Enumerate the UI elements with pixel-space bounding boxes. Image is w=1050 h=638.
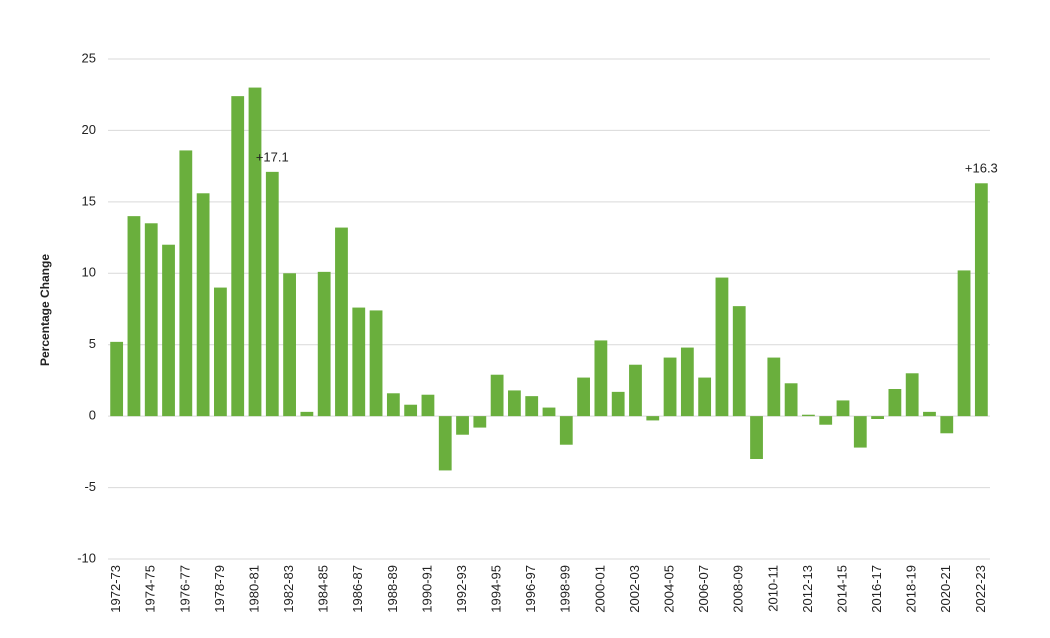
bar bbox=[179, 150, 193, 417]
bar bbox=[456, 416, 469, 435]
bar bbox=[317, 271, 331, 417]
bar bbox=[784, 383, 798, 417]
x-tick-label: 1974-75 bbox=[143, 565, 158, 613]
x-tick-label: 2014-15 bbox=[834, 565, 849, 613]
bar bbox=[473, 416, 487, 428]
bar bbox=[853, 416, 867, 448]
x-tick-label: 2006-07 bbox=[696, 565, 711, 613]
bar bbox=[940, 416, 954, 434]
bar bbox=[369, 310, 383, 417]
x-tick-label: 1996-97 bbox=[523, 565, 538, 613]
x-tick-label: 2010-11 bbox=[765, 565, 780, 612]
bar bbox=[490, 374, 504, 417]
bar bbox=[905, 373, 919, 417]
bar bbox=[438, 416, 452, 471]
y-tick-label: -10 bbox=[77, 550, 96, 565]
y-tick-label: 10 bbox=[82, 265, 96, 280]
value-label: +17.1 bbox=[256, 149, 289, 164]
bar bbox=[888, 389, 902, 417]
bar bbox=[144, 223, 158, 417]
bar bbox=[871, 416, 884, 419]
bar bbox=[404, 404, 418, 417]
bar bbox=[162, 244, 175, 417]
y-tick-label: 15 bbox=[82, 193, 96, 208]
bar bbox=[508, 390, 521, 417]
x-tick-label: 1994-95 bbox=[489, 565, 504, 613]
x-tick-label: 2022-23 bbox=[973, 565, 988, 613]
bar bbox=[732, 306, 746, 417]
x-tick-label: 2020-21 bbox=[938, 565, 953, 613]
bar bbox=[248, 87, 262, 417]
bar bbox=[767, 357, 781, 417]
bar bbox=[629, 364, 642, 417]
x-tick-label: 2000-01 bbox=[592, 565, 607, 613]
bar bbox=[836, 400, 850, 417]
x-tick-label: 1992-93 bbox=[454, 565, 469, 613]
x-tick-label: 1982-83 bbox=[281, 565, 296, 613]
bar bbox=[819, 416, 833, 425]
x-tick-label: 2016-17 bbox=[869, 565, 884, 613]
bar bbox=[802, 414, 815, 417]
x-tick-label: 1990-91 bbox=[419, 565, 434, 613]
bar bbox=[110, 341, 124, 417]
bar bbox=[127, 216, 141, 417]
y-tick-label: 5 bbox=[89, 336, 96, 351]
bar bbox=[663, 357, 677, 417]
x-tick-label: 1998-99 bbox=[558, 565, 573, 613]
bar bbox=[335, 227, 348, 417]
value-label: +16.3 bbox=[965, 161, 998, 176]
bar bbox=[577, 377, 590, 417]
x-tick-label: 1976-77 bbox=[177, 565, 192, 613]
x-tick-label: 2012-13 bbox=[800, 565, 815, 613]
bar bbox=[594, 340, 608, 417]
bar bbox=[611, 391, 625, 417]
x-tick-label: 1972-73 bbox=[108, 565, 123, 613]
bar bbox=[421, 394, 435, 417]
bar bbox=[352, 307, 366, 417]
bar bbox=[265, 171, 279, 417]
x-tick-label: 1984-85 bbox=[316, 565, 331, 613]
x-tick-label: 2002-03 bbox=[627, 565, 642, 613]
bar bbox=[750, 416, 763, 459]
x-tick-label: 1986-87 bbox=[350, 565, 365, 613]
x-tick-label: 1980-81 bbox=[246, 565, 261, 613]
bar bbox=[680, 347, 694, 417]
y-tick-label: 0 bbox=[89, 408, 96, 423]
bar bbox=[646, 416, 660, 421]
bar bbox=[974, 183, 988, 417]
x-tick-label: 1988-89 bbox=[385, 565, 400, 613]
x-tick-label: 1978-79 bbox=[212, 565, 227, 613]
bar bbox=[698, 377, 712, 417]
y-axis-label: Percentage Change bbox=[38, 254, 52, 366]
x-tick-label: 2004-05 bbox=[661, 565, 676, 613]
bar bbox=[214, 287, 227, 417]
y-tick-label: 25 bbox=[82, 50, 96, 65]
x-tick-label: 2008-09 bbox=[731, 565, 746, 613]
bar bbox=[715, 277, 729, 417]
bar bbox=[957, 270, 971, 417]
bar bbox=[559, 416, 573, 445]
y-tick-label: 20 bbox=[82, 122, 96, 137]
x-tick-label: 2018-19 bbox=[904, 565, 919, 613]
bar bbox=[196, 193, 210, 417]
bar bbox=[231, 96, 245, 417]
bar bbox=[525, 396, 539, 417]
bar bbox=[386, 393, 400, 417]
bar bbox=[300, 411, 314, 417]
bar bbox=[923, 411, 936, 417]
y-tick-label: -5 bbox=[84, 479, 96, 494]
bar bbox=[283, 273, 296, 417]
bar bbox=[542, 407, 556, 417]
